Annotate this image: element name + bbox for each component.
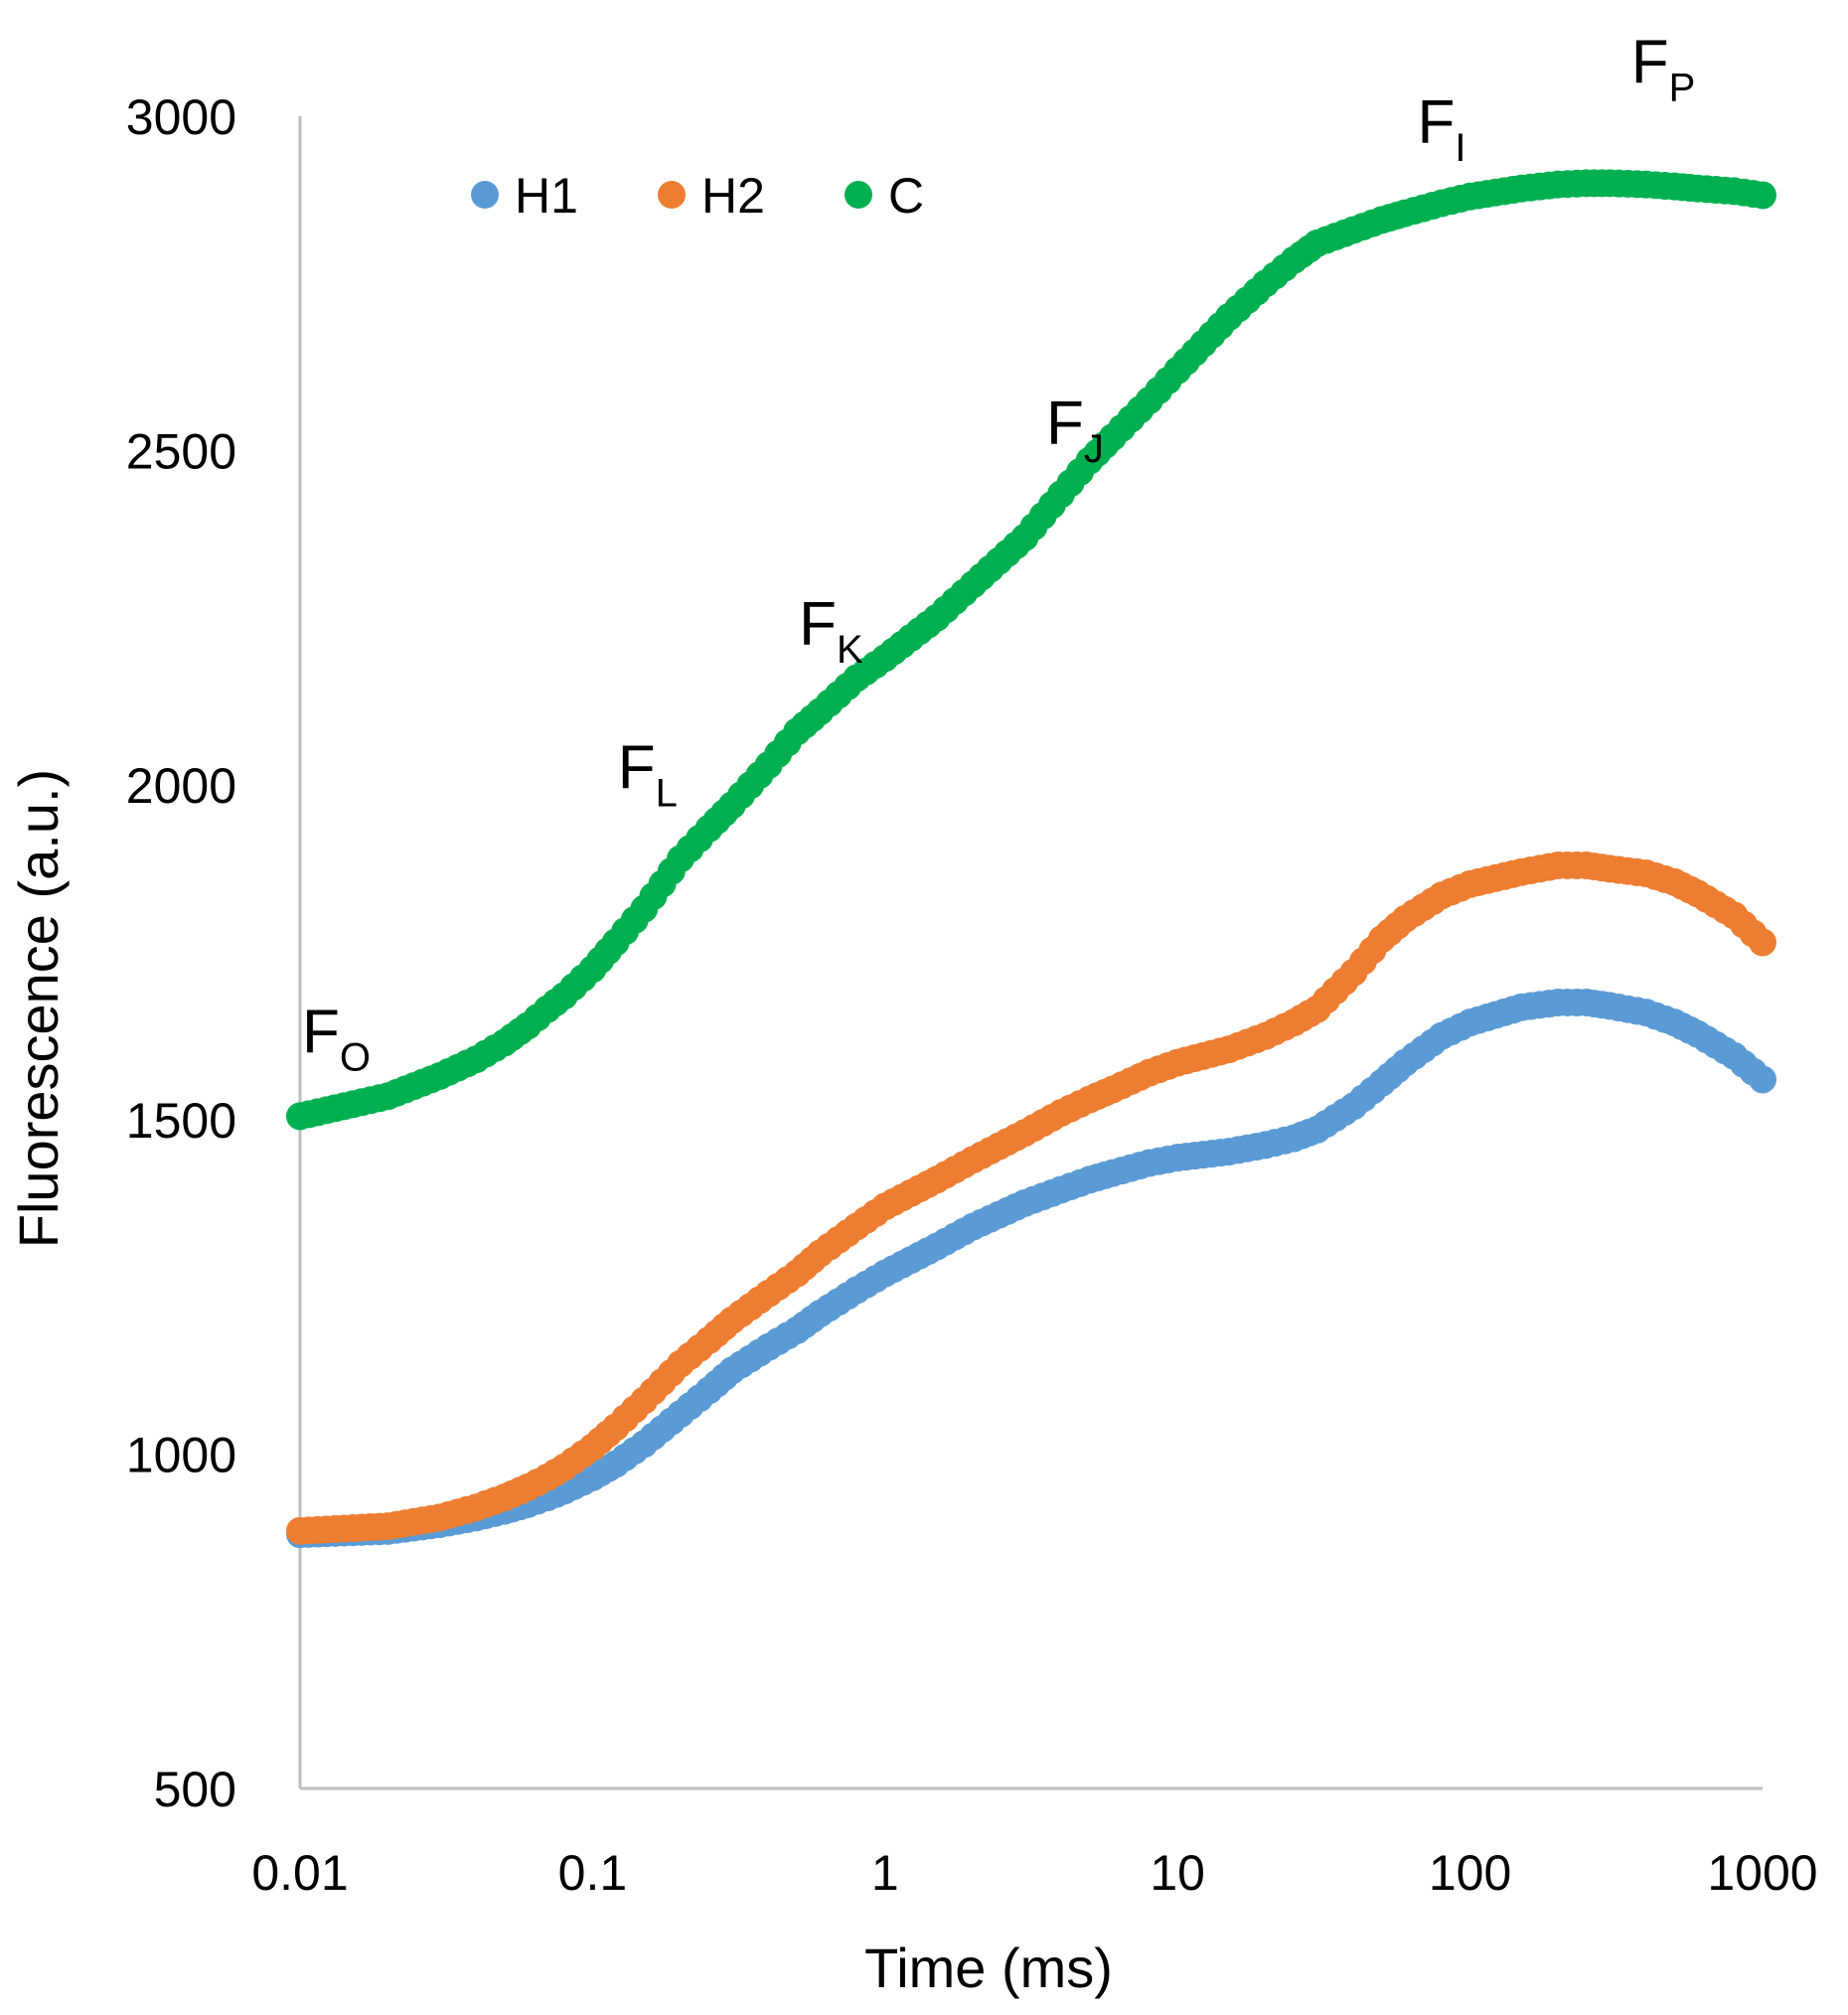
x-tick-label: 0.1 — [558, 1845, 628, 1901]
data-point — [1749, 181, 1776, 210]
legend-label: H1 — [515, 168, 578, 224]
y-tick-label: 2500 — [126, 424, 236, 480]
y-tick-label: 500 — [154, 1762, 236, 1817]
series-c — [286, 169, 1776, 1131]
annotation-fp: FP — [1631, 28, 1696, 109]
legend-marker — [471, 181, 499, 209]
annotations: FO FL FK FJ FI FP — [302, 28, 1695, 1079]
legend-label: H2 — [701, 168, 765, 224]
legend-label: C — [888, 168, 924, 224]
x-tick-label: 1 — [871, 1845, 899, 1901]
data-point — [1749, 928, 1776, 957]
x-axis-title: Time (ms) — [864, 1937, 1113, 1999]
series-h2 — [286, 851, 1776, 1545]
annotation-fl: FL — [618, 734, 678, 816]
legend-marker — [845, 181, 872, 209]
x-ticks: 0.01 0.1 1 10 100 1000 — [251, 1845, 1817, 1901]
legend-item-h1: H1 — [471, 168, 578, 224]
x-tick-label: 100 — [1429, 1845, 1511, 1901]
annotation-fo: FO — [302, 998, 371, 1079]
y-ticks: 500 1000 1500 2000 2500 3000 — [126, 89, 236, 1817]
x-tick-label: 0.01 — [251, 1845, 348, 1901]
annotation-fi: FI — [1418, 88, 1466, 170]
legend-item-c: C — [845, 168, 924, 224]
y-tick-label: 3000 — [126, 89, 236, 145]
y-tick-label: 1500 — [126, 1093, 236, 1149]
y-tick-label: 1000 — [126, 1427, 236, 1482]
legend: H1 H2 C — [471, 168, 924, 224]
series-layer — [286, 169, 1776, 1549]
x-tick-label: 1000 — [1707, 1845, 1817, 1901]
x-tick-label: 10 — [1150, 1845, 1205, 1901]
y-axis-title: Fluorescence (a.u.) — [7, 769, 70, 1248]
legend-marker — [658, 181, 686, 209]
annotation-fj: FJ — [1046, 389, 1104, 471]
annotation-fk: FK — [799, 590, 863, 672]
series-h1 — [286, 988, 1776, 1549]
axes — [298, 116, 1763, 1790]
data-point — [1749, 1065, 1776, 1094]
legend-item-h2: H2 — [658, 168, 765, 224]
y-tick-label: 2000 — [126, 758, 236, 814]
